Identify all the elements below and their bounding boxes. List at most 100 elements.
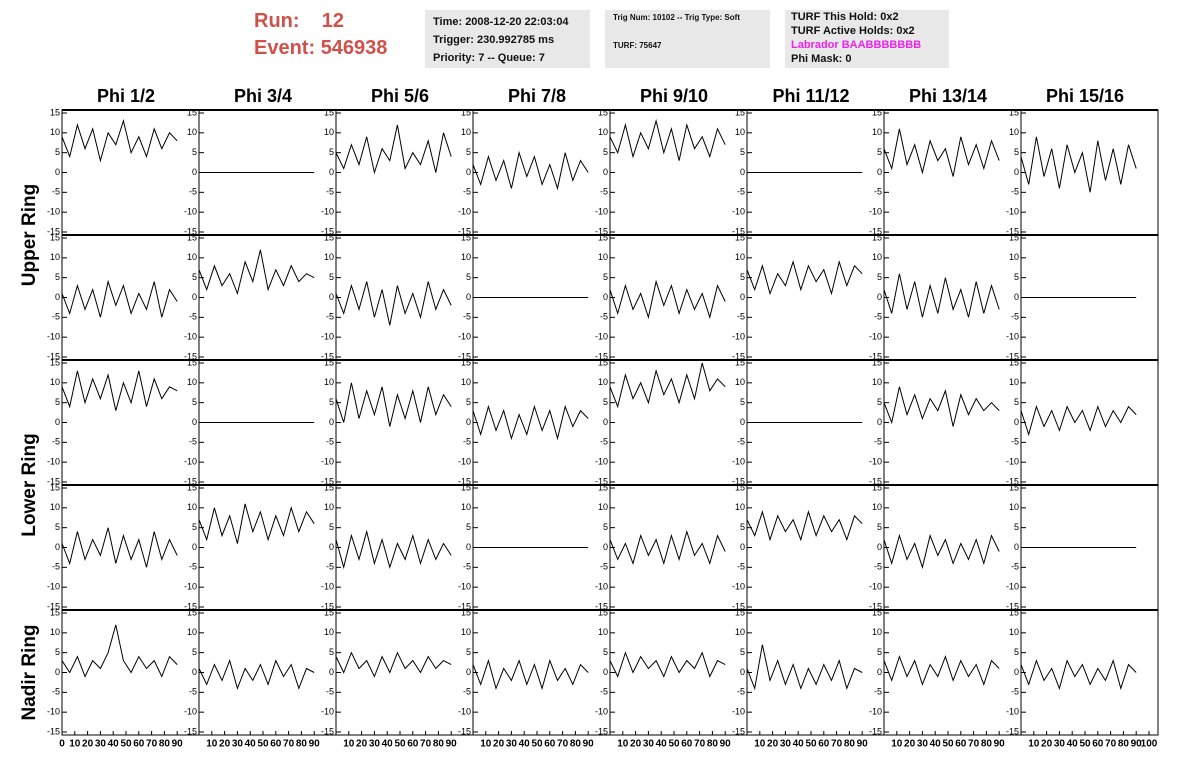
y-tick-label: -10 — [184, 582, 197, 592]
y-tick-label: 5 — [466, 647, 471, 657]
y-tick-label: 0 — [329, 292, 334, 302]
y-tick-label: -10 — [184, 207, 197, 217]
y-tick-label: 0 — [466, 417, 471, 427]
x-tick-label: 50 — [1079, 739, 1091, 750]
y-tick-label: 10 — [1009, 627, 1019, 637]
x-tick-label: 20 — [767, 739, 779, 750]
y-tick-label: -15 — [184, 226, 197, 236]
y-tick-label: 10 — [50, 252, 60, 262]
y-tick-label: -5 — [52, 562, 60, 572]
x-tick-label: 60 — [955, 739, 967, 750]
x-tick-label: 90 — [857, 739, 869, 750]
y-tick-label: -5 — [874, 437, 882, 447]
y-tick-label: -10 — [869, 207, 882, 217]
y-tick-label: -15 — [869, 601, 882, 611]
y-tick-label: 10 — [324, 627, 334, 637]
y-tick-label: 5 — [877, 397, 882, 407]
x-tick-label: 60 — [681, 739, 693, 750]
y-tick-label: 5 — [740, 397, 745, 407]
y-tick-label: 5 — [329, 147, 334, 157]
waveform — [335, 382, 452, 427]
x-tick-label: 20 — [82, 739, 94, 750]
y-tick-label: 0 — [466, 542, 471, 552]
y-tick-label: -5 — [52, 312, 60, 322]
x-tick-label: 10 — [754, 739, 766, 750]
x-tick-label: 40 — [930, 739, 942, 750]
y-tick-label: 5 — [329, 272, 334, 282]
y-tick-label: 15 — [735, 107, 745, 117]
y-tick-label: -5 — [1011, 312, 1019, 322]
y-tick-label: -15 — [321, 226, 334, 236]
y-tick-label: 15 — [598, 357, 608, 367]
y-tick-label: 10 — [598, 627, 608, 637]
y-tick-label: -5 — [189, 187, 197, 197]
waveform — [746, 644, 863, 691]
y-tick-label: 5 — [192, 397, 197, 407]
y-tick-label: 5 — [603, 522, 608, 532]
y-tick-label: -15 — [47, 476, 60, 486]
y-tick-label: 10 — [461, 127, 471, 137]
y-tick-label: 5 — [192, 272, 197, 282]
waveform — [883, 273, 1000, 318]
y-tick-label: 0 — [740, 292, 745, 302]
panel-frame — [61, 359, 200, 486]
y-tick-label: 5 — [877, 522, 882, 532]
x-tick-label: 50 — [942, 739, 954, 750]
column-title: Phi 9/10 — [640, 86, 708, 106]
y-tick-label: 0 — [603, 167, 608, 177]
x-tick-label: 70 — [968, 739, 980, 750]
x-tick-label: 10 — [480, 739, 492, 750]
y-tick-label: 0 — [192, 292, 197, 302]
y-tick-label: -5 — [737, 687, 745, 697]
y-tick-label: 0 — [603, 292, 608, 302]
y-tick-label: -15 — [458, 476, 471, 486]
info-line: TURF: 75647 — [613, 41, 662, 50]
y-tick-label: -5 — [600, 687, 608, 697]
y-tick-label: -15 — [732, 476, 745, 486]
y-tick-label: 15 — [461, 357, 471, 367]
y-tick-label: -15 — [184, 726, 197, 736]
y-tick-label: -10 — [869, 582, 882, 592]
y-tick-label: 15 — [461, 607, 471, 617]
column-title: Phi 3/4 — [234, 86, 292, 106]
y-tick-label: 15 — [1009, 107, 1019, 117]
y-tick-label: 5 — [877, 647, 882, 657]
y-tick-label: 15 — [50, 107, 60, 117]
x-tick-label: 20 — [493, 739, 505, 750]
y-tick-label: 0 — [603, 667, 608, 677]
y-tick-label: 5 — [329, 647, 334, 657]
y-tick-label: 10 — [187, 502, 197, 512]
y-tick-label: -10 — [458, 332, 471, 342]
y-tick-label: 5 — [466, 147, 471, 157]
run-label: Run: — [254, 10, 300, 32]
x-tick-label: 40 — [245, 739, 257, 750]
y-tick-label: 15 — [735, 482, 745, 492]
x-tick-label: 10 — [1028, 739, 1040, 750]
x-tick-label: 80 — [433, 739, 445, 750]
y-tick-label: 15 — [1009, 482, 1019, 492]
y-tick-label: 5 — [55, 522, 60, 532]
info-line: Trig Num: 10102 -- Trig Type: Soft — [613, 13, 740, 22]
y-tick-label: -10 — [595, 582, 608, 592]
y-tick-label: -10 — [869, 457, 882, 467]
x-tick-label: 90 — [994, 739, 1006, 750]
x-tick-label: 70 — [283, 739, 295, 750]
column-title: Phi 11/12 — [772, 86, 849, 106]
y-tick-label: 10 — [872, 252, 882, 262]
y-tick-label: -15 — [1006, 351, 1019, 361]
y-tick-label: 15 — [461, 232, 471, 242]
y-tick-label: 15 — [461, 107, 471, 117]
y-tick-label: 15 — [1009, 357, 1019, 367]
y-tick-label: -5 — [1011, 187, 1019, 197]
y-tick-label: -15 — [458, 601, 471, 611]
y-tick-label: -15 — [321, 726, 334, 736]
panel-frame — [609, 484, 748, 611]
y-tick-label: -10 — [47, 332, 60, 342]
x-tick-label: 20 — [219, 739, 231, 750]
y-tick-label: -15 — [321, 351, 334, 361]
x-tick-label: 10 — [617, 739, 629, 750]
x-tick-label: 30 — [95, 739, 107, 750]
x-tick-label: 50 — [531, 739, 543, 750]
y-tick-label: 15 — [1009, 232, 1019, 242]
x-tick-label: 70 — [557, 739, 569, 750]
